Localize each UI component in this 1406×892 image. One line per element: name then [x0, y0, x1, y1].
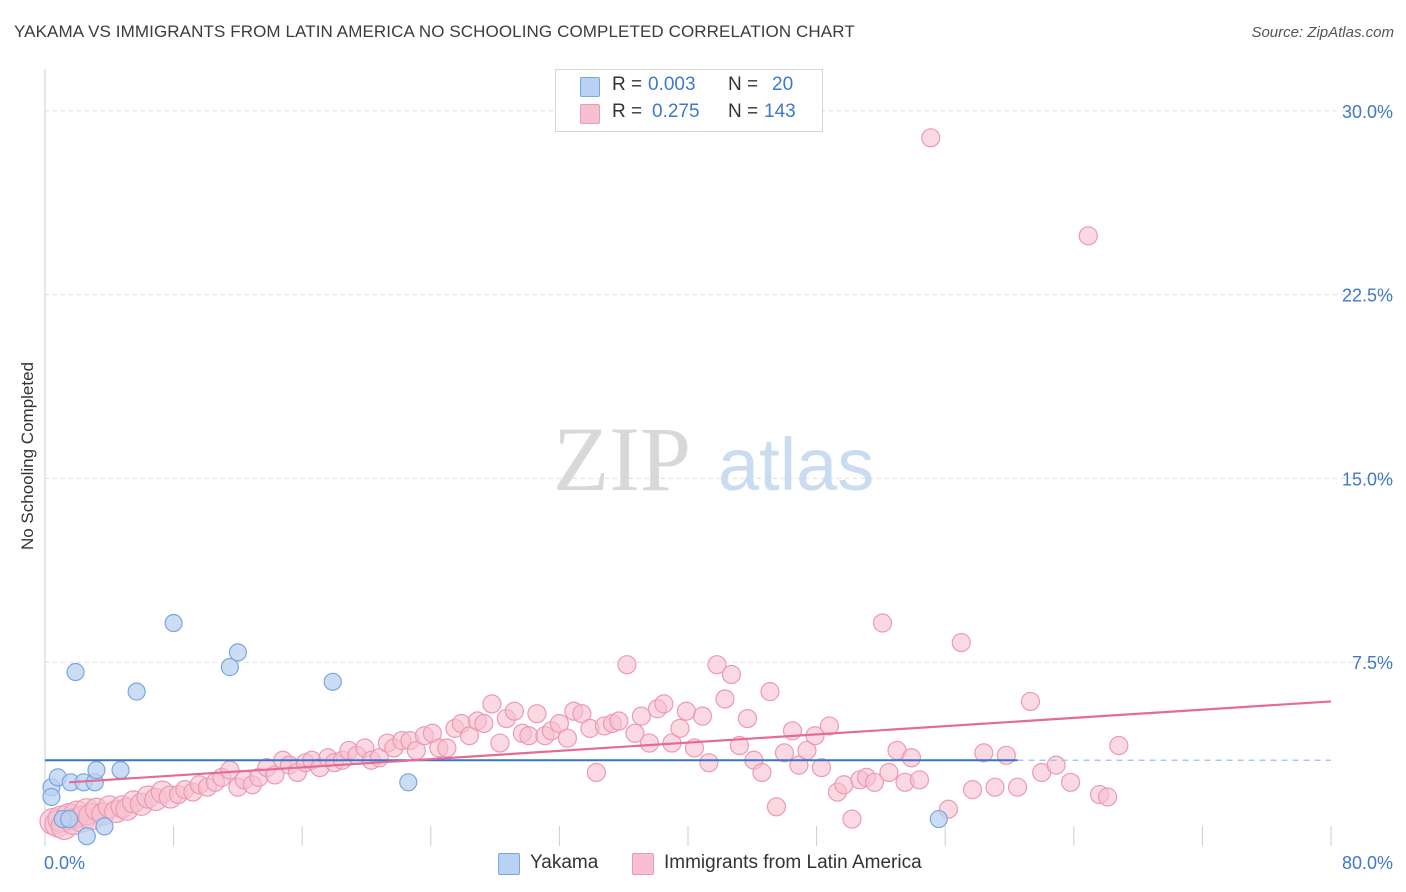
- latin-point: [490, 733, 510, 753]
- latin-point: [996, 745, 1016, 765]
- latin-point: [699, 753, 719, 773]
- latin-point: [729, 735, 750, 756]
- latin-point: [721, 664, 742, 685]
- latin-point: [766, 797, 787, 817]
- latin-point: [864, 772, 885, 792]
- latin-legend-swatch: [632, 853, 654, 875]
- latin-point: [819, 716, 840, 736]
- latin-legend-label: Immigrants from Latin America: [664, 852, 922, 873]
- watermark-atlas: atlas: [718, 423, 874, 506]
- latin-point: [707, 655, 727, 675]
- latin-point: [1097, 787, 1118, 807]
- latin-point: [586, 762, 606, 783]
- latin-point: [459, 726, 479, 746]
- latin-point: [752, 762, 772, 783]
- y-tick-label: 15.0%: [1342, 469, 1393, 489]
- latin-point: [901, 748, 922, 768]
- latin-point: [921, 128, 941, 148]
- latin-point: [437, 738, 457, 758]
- trend-lines: [45, 700, 1332, 784]
- y-tick-label: 30.0%: [1342, 102, 1393, 122]
- yakama-point: [60, 809, 79, 829]
- yakama-point: [323, 672, 342, 691]
- latin-point: [1078, 226, 1098, 246]
- legend-r-value: 0.275: [652, 101, 700, 122]
- yakama-point: [95, 817, 114, 836]
- latin-point: [549, 713, 570, 734]
- x-tick-label: 80.0%: [1342, 853, 1393, 873]
- latin-point: [715, 689, 735, 709]
- latin-point: [1007, 777, 1028, 797]
- yakama-point: [77, 827, 96, 846]
- legend-n-value: 143: [764, 101, 796, 122]
- latin-point: [654, 694, 674, 714]
- latin-swatch: [580, 104, 600, 124]
- yakama-point: [399, 773, 418, 792]
- yakama-point: [929, 809, 948, 829]
- latin-point: [774, 743, 795, 763]
- latin-point: [572, 704, 592, 724]
- watermark-zip: ZIP: [553, 408, 691, 510]
- yakama-swatch: [580, 77, 600, 97]
- latin-point: [474, 713, 494, 734]
- latin-point: [1060, 772, 1081, 792]
- latin-point: [1020, 691, 1040, 712]
- correlation-legend: R = 0.003 N = 20 R = 0.275 N = 143: [555, 69, 823, 132]
- latin-point: [872, 613, 893, 633]
- y-tick-label: 22.5%: [1342, 286, 1393, 306]
- legend-n-value: 20: [772, 74, 794, 95]
- yakama-point: [127, 682, 146, 701]
- latin-point: [482, 694, 502, 714]
- yakama-point: [220, 658, 239, 677]
- latin-point: [519, 726, 539, 746]
- legend-n-label: N =: [728, 74, 759, 95]
- latin-point: [625, 723, 645, 743]
- yakama-point: [164, 613, 183, 633]
- latin-point: [639, 733, 660, 753]
- latin-point: [879, 762, 899, 783]
- latin-point: [670, 718, 690, 738]
- latin-point: [631, 706, 651, 726]
- latin-point: [909, 770, 930, 790]
- latin-point: [737, 708, 758, 729]
- latin-point: [676, 701, 696, 721]
- y-tick-label: 7.5%: [1352, 653, 1393, 673]
- latin-trend-line: [69, 700, 1332, 784]
- yakama-point: [228, 643, 247, 662]
- latin-point: [842, 809, 862, 829]
- x-tick-label: 0.0%: [44, 853, 85, 873]
- chart-title: YAKAMA VS IMMIGRANTS FROM LATIN AMERICA …: [14, 22, 855, 41]
- legend-n-label: N =: [728, 101, 759, 122]
- tick-labels: 7.5% 15.0% 22.5% 30.0% 0.0% 80.0%: [44, 102, 1393, 873]
- yakama-point: [42, 787, 61, 807]
- latin-point: [962, 780, 983, 800]
- yakama-legend-label: Yakama: [530, 852, 599, 873]
- latin-point: [760, 682, 780, 702]
- latin-point: [527, 704, 547, 724]
- latin-point: [834, 775, 854, 795]
- yakama-legend-swatch: [498, 853, 520, 875]
- latin-point: [1109, 735, 1129, 756]
- legend-r-value: 0.003: [648, 74, 696, 95]
- yakama-point: [111, 760, 130, 780]
- yakama-point: [66, 662, 85, 682]
- latin-point: [811, 757, 832, 778]
- yakama-point: [87, 760, 106, 780]
- source-label: Source: ZipAtlas.com: [1251, 24, 1394, 41]
- latin-point: [692, 706, 713, 726]
- latin-point: [557, 728, 578, 748]
- latin-point: [617, 655, 637, 675]
- latin-point: [609, 711, 629, 731]
- latin-point: [974, 743, 994, 763]
- latin-point: [504, 701, 524, 721]
- grid-layer: [44, 69, 1391, 846]
- latin-point: [985, 777, 1005, 797]
- latin-point: [1046, 755, 1066, 775]
- legend-r-label: R =: [612, 101, 643, 122]
- latin-point: [951, 633, 971, 653]
- watermark: ZIP atlas: [553, 408, 874, 510]
- legend-r-label: R =: [612, 74, 643, 95]
